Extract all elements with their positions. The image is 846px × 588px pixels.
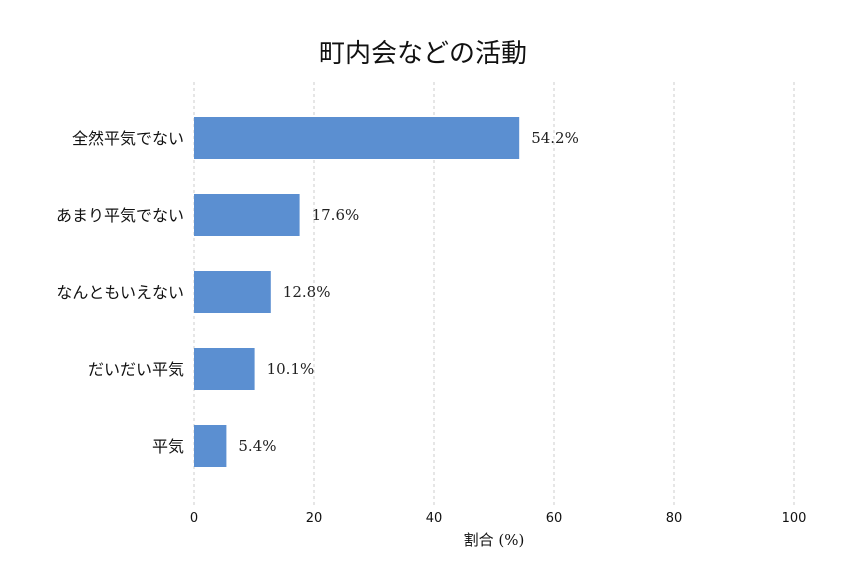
category-label: なんともいえない <box>56 283 184 302</box>
x-tick-label: 100 <box>782 511 807 526</box>
value-label: 17.6% <box>312 206 360 224</box>
category-label: 全然平気でない <box>72 129 184 148</box>
value-label: 10.1% <box>267 360 315 378</box>
x-tick-labels: 0 20 40 60 80 100 <box>190 511 807 526</box>
bar <box>194 271 271 313</box>
category-label: あまり平気でない <box>56 206 184 225</box>
bar <box>194 348 255 390</box>
chart-title: 町内会などの活動 <box>319 39 527 69</box>
bars <box>194 117 520 467</box>
bar <box>194 194 300 236</box>
bar <box>194 117 520 159</box>
value-label: 12.8% <box>283 283 331 301</box>
bar <box>194 425 227 467</box>
x-tick-label: 40 <box>426 511 443 526</box>
value-labels: 54.2% 17.6% 12.8% 10.1% 5.4% <box>238 129 578 455</box>
value-label: 54.2% <box>531 129 579 147</box>
x-axis-label: 割合 (%) <box>464 531 525 549</box>
x-tick-label: 20 <box>306 511 323 526</box>
value-label: 5.4% <box>238 437 276 455</box>
category-label: 平気 <box>152 437 184 456</box>
x-tick-label: 80 <box>666 511 683 526</box>
x-tick-label: 60 <box>546 511 563 526</box>
category-label: だいだい平気 <box>88 360 184 379</box>
x-tick-label: 0 <box>190 511 198 526</box>
